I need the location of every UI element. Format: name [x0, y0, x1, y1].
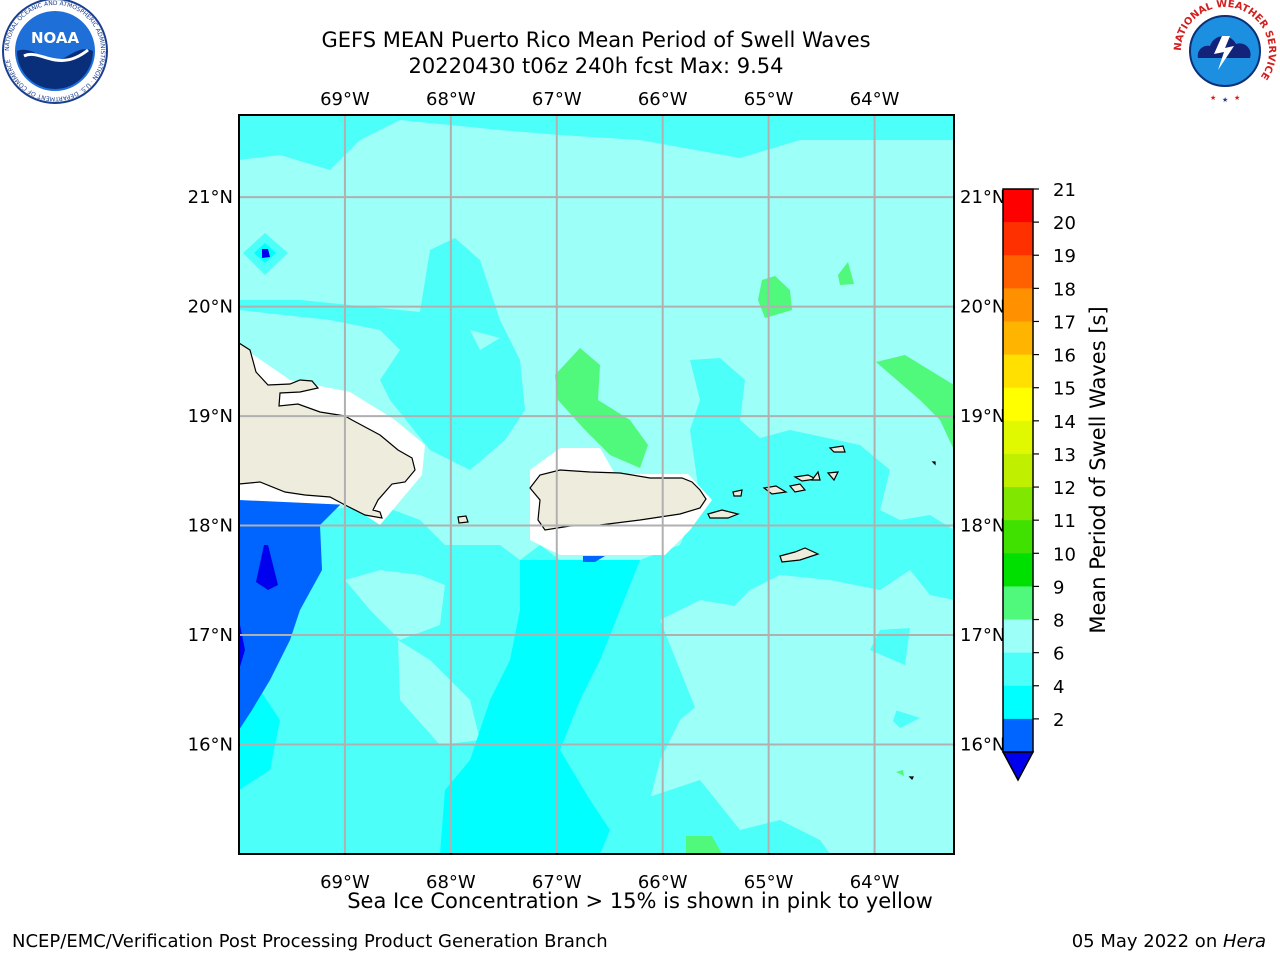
- colorbar-swatch: [1003, 321, 1033, 356]
- noaa-logo: NATIONAL OCEANIC AND ATMOSPHERIC ADMINIS…: [2, 0, 108, 104]
- footer-credit: NCEP/EMC/Verification Post Processing Pr…: [12, 931, 608, 952]
- field-8-9-pockets: [345, 168, 900, 800]
- colorbar-tick-label: 21: [1053, 180, 1076, 201]
- sea-ice-note: Sea Ice Concentration > 15% is shown in …: [347, 889, 933, 913]
- lon-label-bottom: 65°W: [744, 872, 794, 893]
- footer-machine: Hera: [1222, 931, 1266, 952]
- map-frame: [238, 114, 955, 855]
- lon-label-top: 66°W: [638, 89, 688, 110]
- map-grid: [239, 115, 954, 854]
- map-ticks: 69°W 69°W 68°W 68°W 67°W 67°W 66°W 66°W 65°W 65°W…: [188, 89, 1006, 893]
- svg-text:★: ★: [1222, 96, 1228, 104]
- colorbar-swatch: [1003, 586, 1033, 621]
- lon-label-bottom: 69°W: [320, 872, 370, 893]
- colorbar-swatch: [1003, 685, 1033, 720]
- lat-label-right: 17°N: [960, 625, 1005, 646]
- colorbar-tick-label: 8: [1053, 611, 1064, 632]
- plot-subtitle: 20220430 t06z 240h fcst Max: 9.54: [408, 54, 784, 78]
- colorbar-swatch: [1003, 420, 1033, 455]
- colorbar-tick-label: 15: [1053, 379, 1076, 400]
- lat-label-right: 18°N: [960, 516, 1005, 537]
- land-hispaniola: [239, 342, 416, 519]
- lat-label-left: 21°N: [188, 187, 233, 208]
- lat-label-right: 19°N: [960, 406, 1005, 427]
- colorbar: 21 20 19 18 17 16 15 14 13 12 11 10 9 8 6 4 2 Mean Period…: [1001, 180, 1110, 782]
- colorbar-swatch: [1003, 619, 1033, 654]
- lon-label-bottom: 66°W: [638, 872, 688, 893]
- footer-date-text: 05 May 2022 on: [1071, 931, 1223, 952]
- colorbar-tick-label: 16: [1053, 346, 1076, 367]
- lon-label-top: 69°W: [320, 89, 370, 110]
- colorbar-swatch: [1003, 387, 1033, 422]
- colorbar-tick-label: 11: [1053, 511, 1076, 532]
- lat-label-left: 16°N: [188, 735, 233, 756]
- colorbar-swatch: [1003, 354, 1033, 389]
- lat-label-right: 21°N: [960, 187, 1005, 208]
- footer-date: 05 May 2022 on Hera: [1072, 931, 1266, 952]
- colorbar-tick-label: 17: [1053, 312, 1076, 333]
- colorbar-tick-label: 9: [1053, 577, 1064, 598]
- colorbar-tick-label: 6: [1053, 644, 1064, 665]
- colorbar-swatch: [1003, 255, 1033, 289]
- lat-label-left: 20°N: [188, 297, 233, 318]
- colorbar-tick-label: 19: [1053, 246, 1076, 267]
- lat-label-right: 20°N: [960, 297, 1005, 318]
- lat-label-right: 16°N: [960, 735, 1005, 756]
- nws-logo: NATIONAL WEATHER SERVICE ★ ★ ★: [1173, 0, 1277, 104]
- lon-label-top: 67°W: [532, 89, 582, 110]
- lon-label-top: 65°W: [744, 89, 794, 110]
- colorbar-swatch: [1003, 487, 1033, 521]
- colorbar-swatch: [1003, 288, 1033, 322]
- colorbar-tick-label: 4: [1053, 677, 1064, 698]
- colorbar-swatch: [1003, 652, 1033, 687]
- svg-text:★: ★: [1234, 94, 1240, 102]
- colorbar-swatch: [1003, 189, 1033, 223]
- colorbar-swatch: [1003, 718, 1033, 753]
- colorbar-tick-label: 13: [1053, 445, 1076, 466]
- colorbar-swatch: [1003, 520, 1033, 554]
- colorbar-swatch: [1003, 553, 1033, 587]
- svg-text:NOAA: NOAA: [31, 29, 80, 47]
- lat-label-left: 17°N: [188, 625, 233, 646]
- lon-label-top: 64°W: [850, 89, 900, 110]
- colorbar-tick-label: 20: [1053, 213, 1076, 234]
- lon-label-bottom: 67°W: [532, 872, 582, 893]
- colorbar-tick-label: 14: [1053, 412, 1076, 433]
- colorbar-swatch: [1003, 222, 1033, 256]
- colorbar-tick-label: 12: [1053, 478, 1076, 499]
- lat-label-left: 19°N: [188, 406, 233, 427]
- colorbar-extend-triangle: [1001, 751, 1035, 782]
- colorbar-label: Mean Period of Swell Waves [s]: [1086, 306, 1110, 633]
- map-area: [239, 115, 954, 854]
- colorbar-swatch: [1003, 453, 1033, 488]
- colorbar-frame: [1002, 188, 1034, 753]
- svg-text:★: ★: [1210, 94, 1216, 102]
- field-4-6: [239, 243, 640, 854]
- lat-label-left: 18°N: [188, 516, 233, 537]
- plot-title: GEFS MEAN Puerto Rico Mean Period of Swe…: [321, 28, 871, 52]
- lon-label-bottom: 64°W: [850, 872, 900, 893]
- lon-label-bottom: 68°W: [426, 872, 476, 893]
- field-below-2: [239, 249, 278, 670]
- lon-label-top: 68°W: [426, 89, 476, 110]
- colorbar-tick-label: 18: [1053, 279, 1076, 300]
- colorbar-tick-label: 2: [1053, 710, 1064, 731]
- colorbar-tick-label: 10: [1053, 544, 1076, 565]
